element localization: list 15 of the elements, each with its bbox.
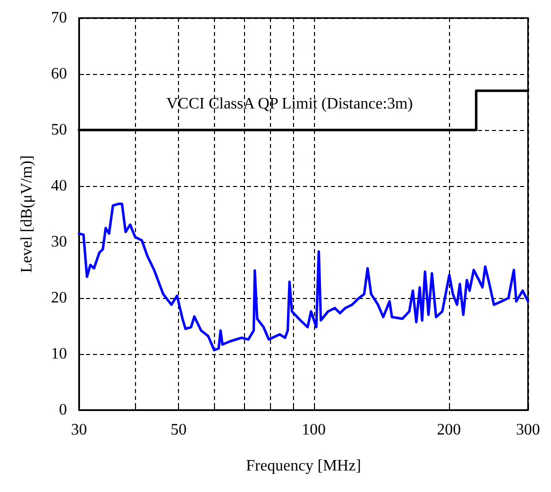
x-axis-title: Frequency [MHz] bbox=[246, 458, 362, 474]
x-tick-label: 200 bbox=[436, 422, 461, 438]
y-tick-label: 70 bbox=[51, 10, 67, 26]
y-tick-label: 10 bbox=[51, 346, 67, 362]
x-tick-label: 50 bbox=[170, 422, 187, 438]
x-tick-label: 100 bbox=[302, 422, 326, 438]
x-tick-label: 300 bbox=[516, 422, 540, 438]
y-tick-label: 0 bbox=[59, 402, 67, 418]
x-tick-label: 30 bbox=[71, 422, 87, 438]
y-tick-label: 50 bbox=[51, 122, 67, 138]
y-tick-label: 30 bbox=[51, 234, 67, 250]
y-tick-label: 60 bbox=[51, 66, 67, 82]
y-axis-title: Level [dB(μV/m)] bbox=[18, 155, 36, 273]
y-tick-label: 20 bbox=[51, 290, 67, 306]
y-tick-label: 40 bbox=[51, 178, 67, 194]
